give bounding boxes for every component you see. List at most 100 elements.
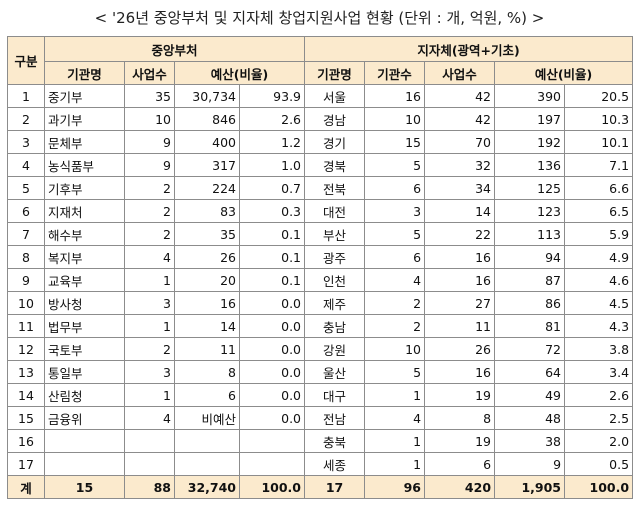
central-budget-cell: 224 <box>174 176 240 200</box>
row-no-cell: 6 <box>7 199 45 223</box>
header-local: 지자체(광역+기초) <box>304 36 634 62</box>
local-budget-cell: 123 <box>494 199 566 223</box>
central-projects-cell: 3 <box>124 291 175 315</box>
total-row: 계 15 88 32,740 100.0 17 96 420 1,905 100… <box>7 475 634 499</box>
local-orgcount-cell: 4 <box>364 268 426 292</box>
row-no-cell: 17 <box>7 452 45 476</box>
total-local-budget: 1,905 <box>494 475 566 499</box>
central-org-cell: 복지부 <box>44 245 125 269</box>
table-row: 4 농식품부 9 317 1.0 경북 5 32 136 7.1 <box>7 153 634 177</box>
header-local-budget: 예산(비율) <box>494 61 634 85</box>
local-projects-cell: 14 <box>424 199 496 223</box>
local-ratio-cell: 10.3 <box>564 107 634 131</box>
central-org-cell: 교육부 <box>44 268 125 292</box>
local-budget-cell: 49 <box>494 383 566 407</box>
local-org-cell: 울산 <box>304 360 366 384</box>
central-ratio-cell: 0.0 <box>238 314 306 338</box>
local-budget-cell: 9 <box>494 452 566 476</box>
central-budget-cell <box>174 452 240 476</box>
central-projects-cell: 2 <box>124 222 175 246</box>
local-budget-cell: 72 <box>494 337 566 361</box>
central-projects-cell: 35 <box>124 84 175 108</box>
central-budget-cell: 6 <box>174 383 240 407</box>
local-budget-cell: 136 <box>494 153 566 177</box>
local-budget-cell: 125 <box>494 176 566 200</box>
total-label: 계 <box>7 475 45 499</box>
local-ratio-cell: 5.9 <box>564 222 634 246</box>
local-budget-cell: 192 <box>494 130 566 154</box>
row-no-cell: 11 <box>7 314 45 338</box>
table-row: 9 교육부 1 20 0.1 인천 4 16 87 4.6 <box>7 268 634 292</box>
local-budget-cell: 197 <box>494 107 566 131</box>
local-orgcount-cell: 2 <box>364 314 426 338</box>
local-org-cell: 충남 <box>304 314 366 338</box>
local-org-cell: 대전 <box>304 199 366 223</box>
local-ratio-cell: 6.5 <box>564 199 634 223</box>
local-ratio-cell: 2.5 <box>564 406 634 430</box>
central-projects-cell: 10 <box>124 107 175 131</box>
table-row: 7 해수부 2 35 0.1 부산 5 22 113 5.9 <box>7 222 634 246</box>
row-no-cell: 15 <box>7 406 45 430</box>
row-no-cell: 9 <box>7 268 45 292</box>
local-projects-cell: 27 <box>424 291 496 315</box>
local-org-cell: 세종 <box>304 452 366 476</box>
central-ratio-cell: 93.9 <box>238 84 306 108</box>
local-budget-cell: 390 <box>494 84 566 108</box>
central-org-cell: 해수부 <box>44 222 125 246</box>
central-ratio-cell: 1.0 <box>238 153 306 177</box>
table-row: 8 복지부 4 26 0.1 광주 6 16 94 4.9 <box>7 245 634 269</box>
local-ratio-cell: 20.5 <box>564 84 634 108</box>
local-orgcount-cell: 10 <box>364 337 426 361</box>
central-budget-cell: 400 <box>174 130 240 154</box>
central-ratio-cell <box>238 429 306 453</box>
header-local-org: 기관명 <box>304 61 366 85</box>
row-no-cell: 3 <box>7 130 45 154</box>
local-orgcount-cell: 6 <box>364 245 426 269</box>
local-ratio-cell: 2.0 <box>564 429 634 453</box>
header-local-projects: 사업수 <box>424 61 496 85</box>
local-orgcount-cell: 1 <box>364 452 426 476</box>
central-ratio-cell: 0.3 <box>238 199 306 223</box>
central-org-cell: 금융위 <box>44 406 125 430</box>
local-projects-cell: 22 <box>424 222 496 246</box>
central-org-cell: 과기부 <box>44 107 125 131</box>
central-ratio-cell: 0.0 <box>238 337 306 361</box>
local-budget-cell: 86 <box>494 291 566 315</box>
local-projects-cell: 6 <box>424 452 496 476</box>
local-ratio-cell: 4.9 <box>564 245 634 269</box>
central-budget-cell: 846 <box>174 107 240 131</box>
local-org-cell: 인천 <box>304 268 366 292</box>
central-org-cell: 법무부 <box>44 314 125 338</box>
table-row: 2 과기부 10 846 2.6 경남 10 42 197 10.3 <box>7 107 634 131</box>
central-budget-cell: 16 <box>174 291 240 315</box>
local-budget-cell: 113 <box>494 222 566 246</box>
local-projects-cell: 70 <box>424 130 496 154</box>
total-local-ratio: 100.0 <box>564 475 634 499</box>
local-ratio-cell: 6.6 <box>564 176 634 200</box>
table-body: 1 중기부 35 30,734 93.9 서울 16 42 390 20.5 2 과기부 10 846 2.… <box>7 84 634 476</box>
table-row: 1 중기부 35 30,734 93.9 서울 16 42 390 20.5 <box>7 84 634 108</box>
total-local-org: 17 <box>304 475 366 499</box>
total-central-projects: 88 <box>124 475 175 499</box>
row-no-cell: 10 <box>7 291 45 315</box>
table-row: 13 통일부 3 8 0.0 울산 5 16 64 3.4 <box>7 360 634 384</box>
central-org-cell: 중기부 <box>44 84 125 108</box>
header-central-projects: 사업수 <box>124 61 175 85</box>
local-ratio-cell: 4.6 <box>564 268 634 292</box>
central-ratio-cell: 1.2 <box>238 130 306 154</box>
local-ratio-cell: 3.4 <box>564 360 634 384</box>
local-budget-cell: 64 <box>494 360 566 384</box>
central-budget-cell: 8 <box>174 360 240 384</box>
local-orgcount-cell: 3 <box>364 199 426 223</box>
central-ratio-cell: 0.0 <box>238 360 306 384</box>
local-org-cell: 부산 <box>304 222 366 246</box>
local-orgcount-cell: 16 <box>364 84 426 108</box>
local-projects-cell: 16 <box>424 268 496 292</box>
table-row: 14 산림청 1 6 0.0 대구 1 19 49 2.6 <box>7 383 634 407</box>
local-org-cell: 전북 <box>304 176 366 200</box>
central-projects-cell: 1 <box>124 383 175 407</box>
table-row: 10 방사청 3 16 0.0 제주 2 27 86 4.5 <box>7 291 634 315</box>
central-org-cell <box>44 452 125 476</box>
local-projects-cell: 26 <box>424 337 496 361</box>
central-budget-cell: 26 <box>174 245 240 269</box>
